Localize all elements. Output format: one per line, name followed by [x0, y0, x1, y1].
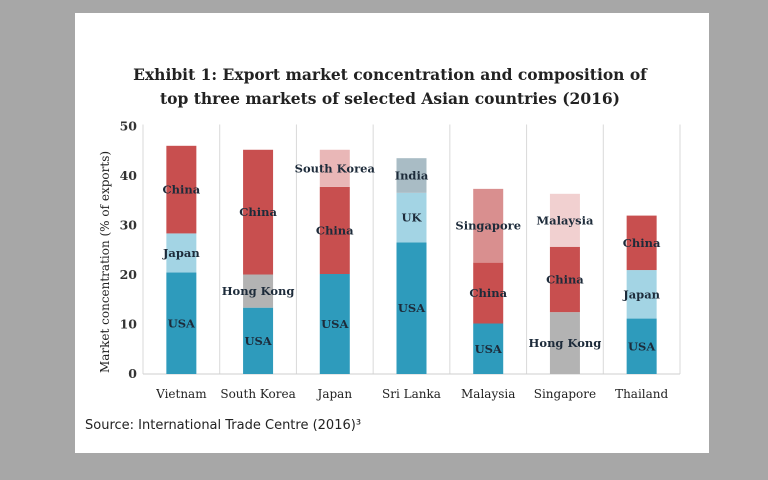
- segment-label: USA: [628, 339, 656, 353]
- segment-label: Singapore: [455, 219, 521, 233]
- segment-label: China: [546, 272, 584, 286]
- y-tick-label: 50: [120, 119, 138, 134]
- segment-label: China: [316, 223, 354, 237]
- segment-label: USA: [168, 316, 196, 330]
- bar-segment-china: [549, 246, 580, 313]
- chart-card: Exhibit 1: Export market concentration a…: [75, 13, 709, 453]
- y-tick-label: 30: [120, 218, 138, 233]
- bar-segment-japan: [166, 233, 197, 273]
- bar-segment-china: [319, 186, 350, 275]
- segment-label: USA: [398, 301, 426, 315]
- source-note: Source: International Trade Centre (2016…: [85, 418, 361, 433]
- segment-label: USA: [244, 334, 272, 348]
- segment-label: Malaysia: [536, 213, 594, 227]
- bar-segment-hong-kong: [243, 274, 274, 308]
- bar-segment-usa: [319, 274, 350, 374]
- y-tick-label: 40: [120, 168, 138, 183]
- segment-label: China: [469, 286, 507, 300]
- y-tick-label: 10: [120, 317, 138, 332]
- x-tick-label: Malaysia: [461, 387, 515, 401]
- x-tick-label: Singapore: [534, 387, 596, 401]
- y-tick-label: 20: [120, 267, 138, 282]
- segment-label: Hong Kong: [529, 336, 602, 350]
- chart-title-line-2: top three markets of selected Asian coun…: [160, 89, 620, 108]
- segment-label: Japan: [622, 287, 660, 301]
- bar-segment-usa: [166, 272, 197, 374]
- segment-label: South Korea: [295, 161, 376, 175]
- bar-segment-japan: [626, 270, 657, 319]
- segment-label: China: [623, 236, 661, 250]
- bar-segment-south-korea: [319, 149, 350, 187]
- bar-segment-usa: [396, 242, 427, 374]
- segment-label: USA: [321, 317, 349, 331]
- x-tick-label: South Korea: [220, 387, 295, 401]
- plot-area: 0 10 20 30 40 50 USA Japan China Vietnam USA Hong K…: [120, 119, 681, 401]
- bar-segment-malaysia: [549, 193, 580, 247]
- chart-title-line-1: Exhibit 1: Export market concentration a…: [133, 65, 648, 84]
- x-tick-label: Japan: [316, 387, 353, 401]
- bar-segment-uk: [396, 192, 427, 243]
- stacked-bar-chart: Exhibit 1: Export market concentration a…: [85, 65, 681, 433]
- bar-segment-hong-kong: [549, 312, 580, 374]
- segment-label: Japan: [162, 246, 200, 260]
- y-axis-label: Market concentration (% of exports): [98, 151, 112, 373]
- bar-segment-india: [396, 158, 427, 193]
- segment-label: USA: [475, 342, 503, 356]
- bar-segment-singapore: [473, 188, 504, 263]
- bar-segment-usa: [473, 323, 504, 374]
- bar-segment-china: [473, 262, 504, 324]
- segment-label: UK: [401, 211, 422, 225]
- segment-label: India: [395, 169, 429, 183]
- bar-segment-usa: [626, 318, 657, 374]
- segment-label: China: [239, 205, 277, 219]
- x-tick-label: Vietnam: [155, 387, 207, 401]
- y-tick-label: 0: [128, 366, 137, 381]
- bar-segment-china: [243, 149, 274, 275]
- x-tick-label: Sri Lanka: [382, 387, 441, 401]
- bar-segment-china: [626, 215, 657, 271]
- segment-label: Hong Kong: [222, 284, 295, 298]
- segment-label: China: [163, 183, 201, 197]
- x-tick-label: Thailand: [615, 387, 668, 401]
- bar-segment-china: [166, 145, 197, 234]
- bar-segment-usa: [243, 307, 274, 374]
